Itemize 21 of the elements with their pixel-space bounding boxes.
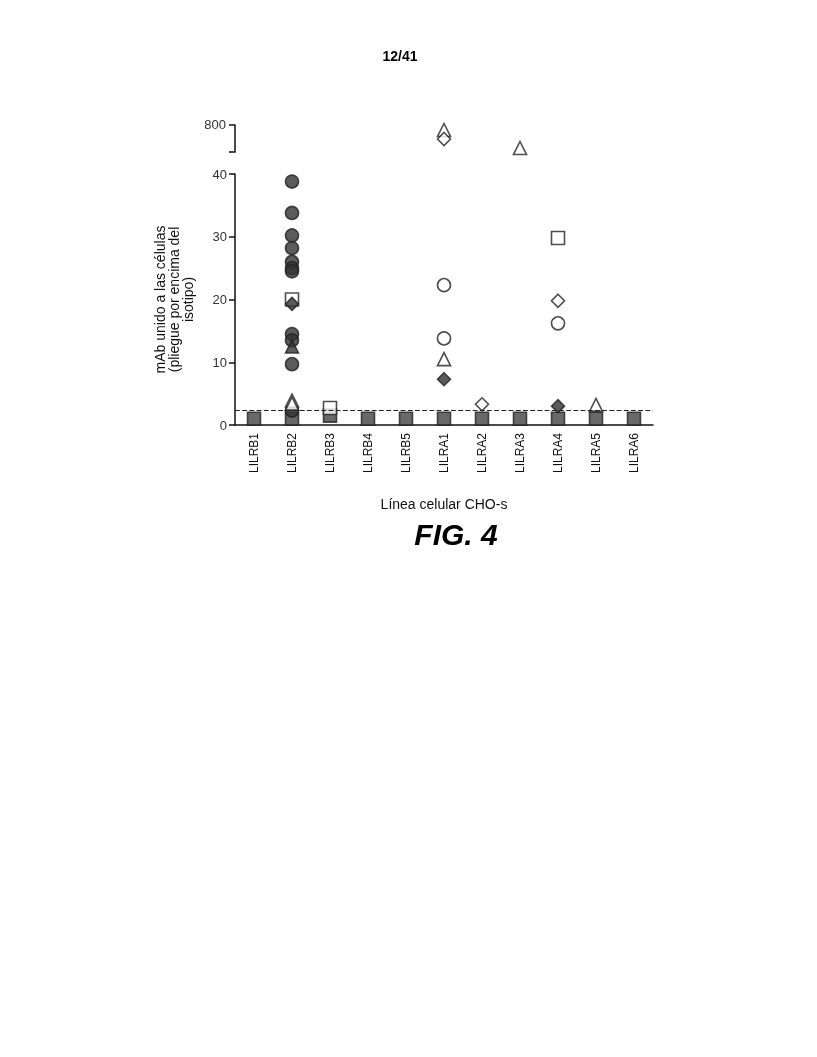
y-axis-title: mAb unido a las células (pliegue por encima del isotipo) — [152, 225, 196, 374]
x-tick-label: LILRB2 — [285, 432, 299, 474]
x-tick-label: LILRA2 — [475, 432, 489, 474]
x-tick-label: LILRB1 — [247, 432, 261, 474]
x-tick-label: LILRA5 — [589, 432, 603, 474]
y-tick-label: 30 — [212, 229, 227, 245]
x-tick-label: LILRA6 — [627, 432, 641, 474]
x-tick-label: LILRA4 — [551, 432, 565, 474]
x-tick-label: LILRA1 — [437, 432, 451, 474]
caption: FIG. 4 — [413, 518, 499, 552]
text: 12/41 — [381, 48, 419, 64]
x-tick-label: LILRB5 — [399, 432, 413, 474]
y-tick-label: 0 — [219, 417, 227, 433]
x-axis-title: Línea celular CHO-s — [380, 496, 508, 512]
y-tick-label: 10 — [212, 354, 227, 370]
text: 800 — [203, 117, 226, 132]
x-tick-label: LILRB4 — [361, 432, 375, 474]
y-tick-label: 20 — [212, 292, 227, 307]
y-tick-label: 40 — [212, 166, 227, 182]
x-tick-label: LILRA3 — [513, 432, 527, 474]
x-tick-label: LILRB3 — [323, 432, 337, 474]
